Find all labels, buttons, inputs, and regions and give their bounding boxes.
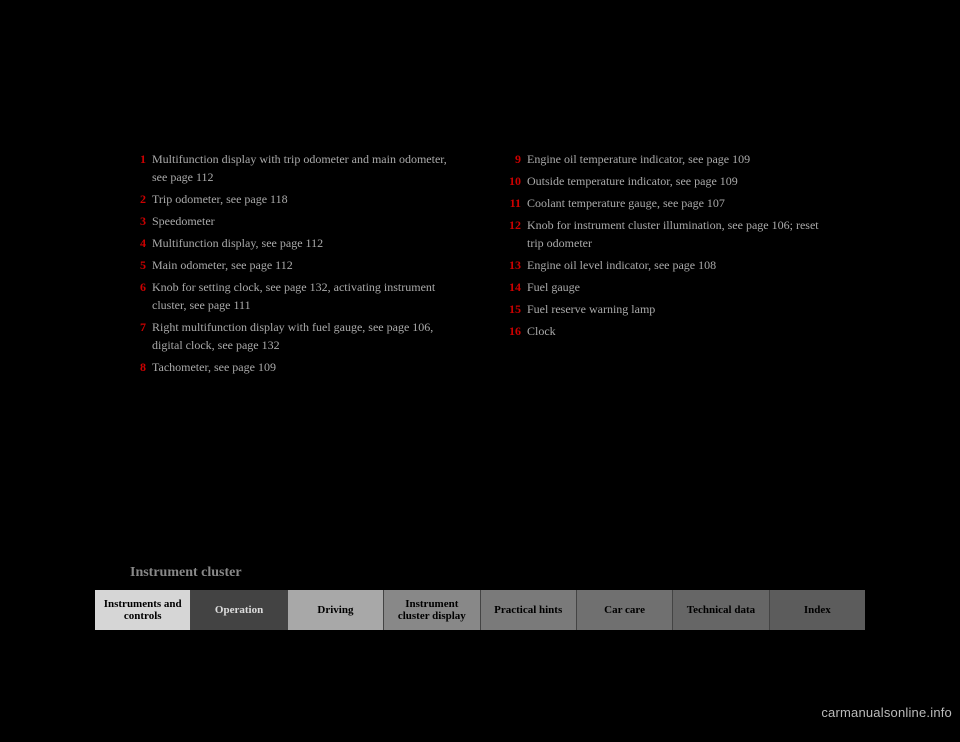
item-text: Trip odometer, see page 118	[152, 190, 455, 208]
list-item: 14Fuel gauge	[505, 278, 830, 296]
item-text: Fuel gauge	[527, 278, 830, 296]
tab-driving[interactable]: Driving	[288, 590, 384, 630]
tab-car-care[interactable]: Car care	[577, 590, 673, 630]
item-number: 15	[505, 300, 527, 318]
tab-instrument-cluster-display[interactable]: Instrument cluster display	[384, 590, 480, 630]
item-number: 4	[130, 234, 152, 252]
tab-index[interactable]: Index	[770, 590, 865, 630]
item-number: 7	[130, 318, 152, 336]
list-item: 3Speedometer	[130, 212, 455, 230]
list-item: 8Tachometer, see page 109	[130, 358, 455, 376]
item-number: 12	[505, 216, 527, 234]
item-number: 2	[130, 190, 152, 208]
right-column: 9Engine oil temperature indicator, see p…	[505, 150, 830, 380]
list-item: 2Trip odometer, see page 118	[130, 190, 455, 208]
list-item: 16Clock	[505, 322, 830, 340]
item-number: 8	[130, 358, 152, 376]
list-item: 7Right multifunction display with fuel g…	[130, 318, 455, 354]
item-number: 11	[505, 194, 527, 212]
item-text: Multifunction display with trip odometer…	[152, 150, 455, 186]
item-number: 14	[505, 278, 527, 296]
list-item: 6Knob for setting clock, see page 132, a…	[130, 278, 455, 314]
list-item: 13Engine oil level indicator, see page 1…	[505, 256, 830, 274]
item-number: 10	[505, 172, 527, 190]
item-text: Knob for setting clock, see page 132, ac…	[152, 278, 455, 314]
item-text: Outside temperature indicator, see page …	[527, 172, 830, 190]
item-text: Right multifunction display with fuel ga…	[152, 318, 455, 354]
content-columns: 1Multifunction display with trip odomete…	[130, 150, 830, 380]
tab-instruments-and-controls[interactable]: Instruments and controls	[95, 590, 191, 630]
tab-practical-hints[interactable]: Practical hints	[481, 590, 577, 630]
item-text: Tachometer, see page 109	[152, 358, 455, 376]
item-number: 16	[505, 322, 527, 340]
list-item: 15Fuel reserve warning lamp	[505, 300, 830, 318]
tab-operation[interactable]: Operation	[191, 590, 287, 630]
list-item: 1Multifunction display with trip odomete…	[130, 150, 455, 186]
list-item: 12Knob for instrument cluster illuminati…	[505, 216, 830, 252]
item-text: Engine oil temperature indicator, see pa…	[527, 150, 830, 168]
item-number: 3	[130, 212, 152, 230]
item-text: Speedometer	[152, 212, 455, 230]
item-number: 9	[505, 150, 527, 168]
list-item: 11Coolant temperature gauge, see page 10…	[505, 194, 830, 212]
item-text: Coolant temperature gauge, see page 107	[527, 194, 830, 212]
item-number: 6	[130, 278, 152, 296]
left-column: 1Multifunction display with trip odomete…	[130, 150, 455, 380]
list-item: 9Engine oil temperature indicator, see p…	[505, 150, 830, 168]
item-text: Engine oil level indicator, see page 108	[527, 256, 830, 274]
item-number: 13	[505, 256, 527, 274]
item-text: Fuel reserve warning lamp	[527, 300, 830, 318]
item-text: Main odometer, see page 112	[152, 256, 455, 274]
list-item: 5Main odometer, see page 112	[130, 256, 455, 274]
item-number: 1	[130, 150, 152, 168]
tab-technical-data[interactable]: Technical data	[673, 590, 769, 630]
item-text: Knob for instrument cluster illumination…	[527, 216, 830, 252]
item-number: 5	[130, 256, 152, 274]
list-item: 4Multifunction display, see page 112	[130, 234, 455, 252]
footer-label: Instrument cluster	[130, 565, 242, 581]
watermark: carmanualsonline.info	[821, 705, 952, 720]
item-text: Clock	[527, 322, 830, 340]
item-text: Multifunction display, see page 112	[152, 234, 455, 252]
tab-bar: Instruments and controlsOperationDriving…	[95, 590, 865, 630]
list-item: 10Outside temperature indicator, see pag…	[505, 172, 830, 190]
